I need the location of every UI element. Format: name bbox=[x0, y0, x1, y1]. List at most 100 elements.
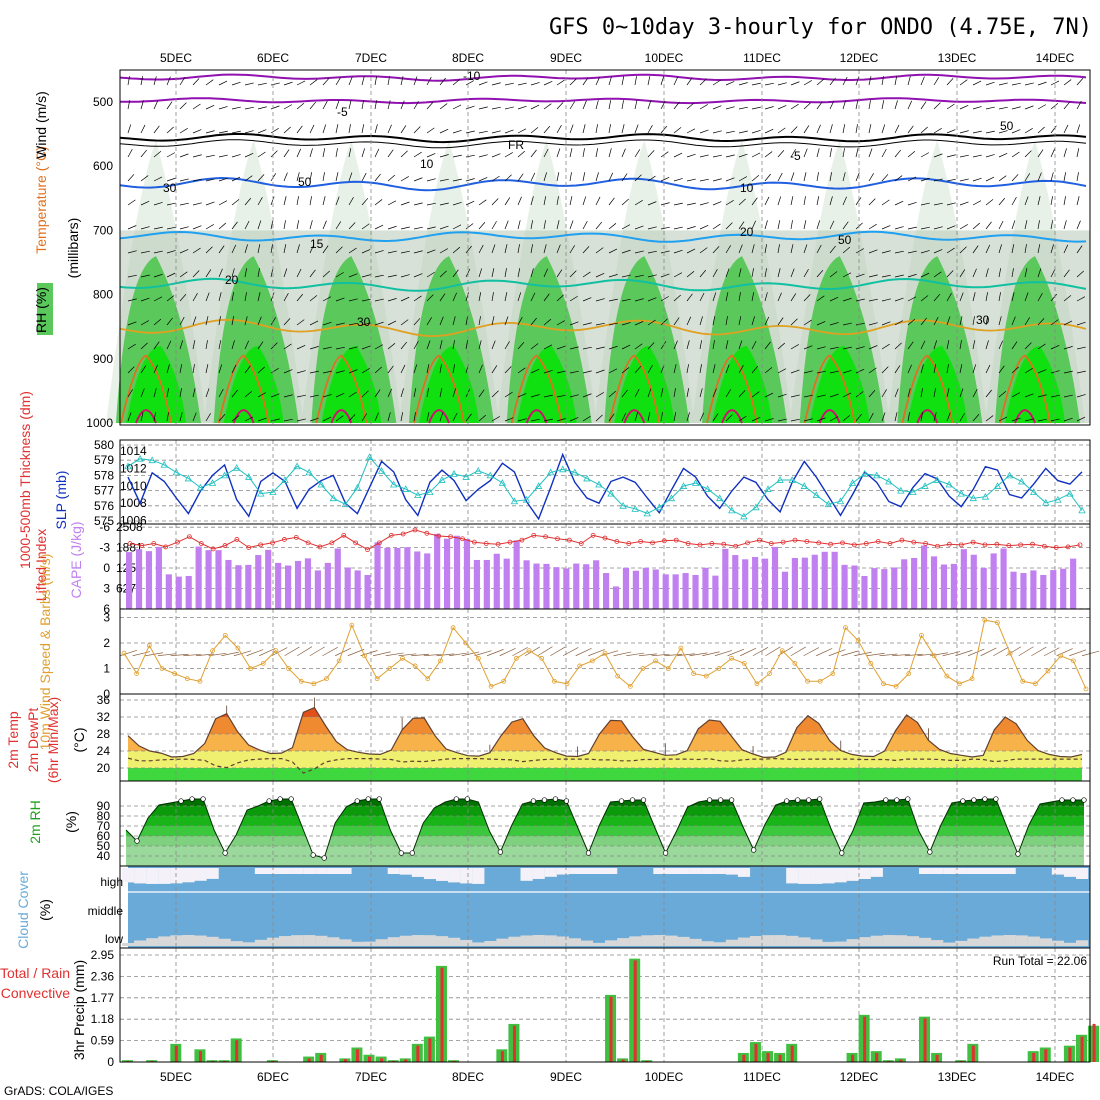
wind-barb bbox=[413, 226, 423, 230]
wind-barb bbox=[179, 202, 189, 206]
precip-convective-bar bbox=[971, 1045, 975, 1062]
wind-barb bbox=[413, 388, 417, 398]
cloud-low-block bbox=[230, 941, 243, 946]
cape-bar bbox=[891, 567, 898, 609]
wind-barb bbox=[894, 175, 903, 182]
wind-barb bbox=[933, 364, 937, 374]
contour-label: FR bbox=[508, 138, 524, 152]
thickness-point bbox=[752, 503, 760, 511]
wind-barb bbox=[595, 392, 604, 398]
wind-barb bbox=[192, 364, 195, 374]
wind10-point bbox=[931, 653, 937, 659]
cape-bar bbox=[523, 560, 530, 609]
wind-barb bbox=[361, 172, 367, 182]
wind-barb bbox=[855, 368, 865, 374]
wind-barb bbox=[699, 247, 708, 254]
wind-barb bbox=[894, 200, 904, 206]
cloud-low-block bbox=[423, 935, 437, 946]
rh2m-point bbox=[464, 796, 471, 802]
cloud-high-clear bbox=[858, 868, 871, 879]
wind-barb bbox=[621, 344, 631, 350]
wind-barb bbox=[296, 196, 299, 206]
temp2m-axis-label: 2m Temp bbox=[5, 711, 21, 769]
wind-barb bbox=[803, 196, 806, 206]
wind-barb bbox=[530, 149, 537, 158]
wind-barb bbox=[894, 76, 898, 86]
cape-bar bbox=[245, 564, 252, 609]
wind-barb bbox=[816, 196, 820, 206]
thickness-point bbox=[1005, 471, 1014, 479]
wind-barb bbox=[803, 172, 807, 182]
rh2m-point bbox=[277, 796, 283, 802]
wind-barb bbox=[751, 316, 755, 326]
thickness-point bbox=[474, 467, 482, 474]
wind-barb bbox=[764, 106, 774, 110]
lifted-index-point bbox=[234, 537, 240, 542]
cloud-low-block bbox=[496, 938, 509, 946]
cape-bar bbox=[434, 533, 441, 609]
cape-bar bbox=[1020, 573, 1027, 609]
wind10-point bbox=[843, 625, 848, 631]
dewpoint-axis-label: 2m DewPt bbox=[25, 708, 41, 773]
wind10-barb bbox=[651, 653, 670, 657]
cloud-high-clear bbox=[423, 868, 437, 880]
wind10-barb bbox=[993, 646, 1009, 657]
day-label-top: 6DEC bbox=[257, 51, 289, 65]
wind-barb bbox=[296, 293, 304, 302]
wind-barb bbox=[647, 250, 657, 254]
cloud-bg bbox=[128, 866, 1090, 948]
rh-shade-bright bbox=[516, 345, 577, 423]
wind-barb bbox=[582, 393, 592, 398]
wind-barb bbox=[725, 177, 735, 182]
wind-barb bbox=[543, 172, 547, 182]
wind-barb bbox=[491, 292, 494, 302]
wind-barb bbox=[946, 103, 955, 110]
wind-barb bbox=[1024, 367, 1033, 374]
lifted-index-point bbox=[685, 541, 691, 546]
wind-barb bbox=[608, 368, 618, 374]
wind-barb bbox=[1063, 101, 1070, 110]
wind-barb bbox=[127, 250, 137, 254]
wind-barb bbox=[452, 292, 457, 302]
cape-bar bbox=[155, 546, 162, 609]
wind-barb bbox=[400, 226, 410, 230]
wind-barb bbox=[634, 274, 644, 278]
wind-barb bbox=[790, 172, 795, 182]
contour-label: 50 bbox=[1000, 119, 1014, 133]
wind-barb bbox=[1037, 418, 1047, 422]
wind-barb bbox=[530, 104, 540, 110]
contour-label: 30 bbox=[976, 313, 990, 327]
wind-barb bbox=[244, 130, 254, 134]
temp-contour-30 bbox=[623, 409, 646, 424]
wind-barb bbox=[894, 365, 901, 374]
wind-barb bbox=[140, 388, 145, 398]
cape-bar bbox=[960, 549, 967, 609]
wind-barb bbox=[738, 292, 741, 302]
lifted-index-point bbox=[293, 535, 299, 540]
thickness-point bbox=[776, 476, 784, 483]
wind-barb bbox=[712, 201, 722, 206]
wind10-barb bbox=[980, 647, 997, 657]
wind-barb bbox=[1076, 148, 1080, 158]
wind-barb bbox=[452, 224, 462, 230]
wind-barb bbox=[673, 388, 676, 398]
wind-barb bbox=[127, 366, 135, 374]
wind-barb bbox=[465, 223, 474, 230]
cloud-low-block bbox=[701, 941, 714, 946]
cape-bar bbox=[324, 562, 331, 609]
wind-barb bbox=[673, 340, 678, 350]
wind10-speed-line bbox=[123, 619, 1087, 690]
wind-barb bbox=[595, 272, 605, 278]
cape-bar bbox=[255, 555, 262, 609]
wind-barb bbox=[530, 196, 534, 206]
wind-barb bbox=[361, 298, 371, 302]
wind-barb bbox=[933, 316, 939, 326]
wind-barb bbox=[322, 394, 332, 398]
cloud-low-block bbox=[194, 935, 207, 946]
wind-barb bbox=[335, 346, 345, 350]
lifted-index-point bbox=[1041, 543, 1047, 549]
wind-barb bbox=[179, 226, 189, 230]
wind-barb bbox=[413, 318, 421, 326]
precip-convective-bar bbox=[380, 1058, 384, 1062]
wind-barb bbox=[569, 172, 572, 182]
